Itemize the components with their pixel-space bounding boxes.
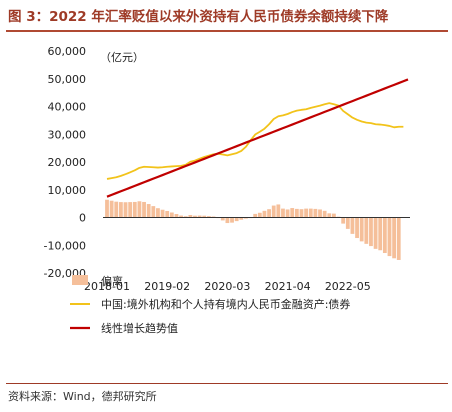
deviation-bar xyxy=(294,208,299,218)
y-tick-label: 30,000 xyxy=(48,128,87,141)
deviation-bar xyxy=(239,217,244,220)
deviation-bar xyxy=(244,217,248,219)
deviation-bar xyxy=(257,212,262,218)
deviation-bar xyxy=(299,209,304,218)
y-tick-label: 20,000 xyxy=(48,156,87,169)
y-unit-label: （亿元） xyxy=(100,51,144,64)
x-tick-label: 2019-02 xyxy=(144,280,190,293)
x-tick-label: 2021-04 xyxy=(265,280,311,293)
figure-title: 图 3：2022 年汇率贬值以来外资持有人民币债券余额持续下降 xyxy=(8,9,389,25)
x-tick-label: 2020-03 xyxy=(204,280,250,293)
deviation-bar xyxy=(359,217,364,242)
deviation-bar xyxy=(345,217,350,229)
holdings-line xyxy=(106,102,404,180)
deviation-bar xyxy=(193,215,197,218)
deviation-bar xyxy=(382,217,387,254)
deviation-bar xyxy=(350,217,355,234)
deviation-bar xyxy=(327,213,332,218)
deviation-bar xyxy=(105,199,109,218)
deviation-bar xyxy=(132,201,137,218)
deviation-bar xyxy=(322,210,327,218)
deviation-bar xyxy=(276,204,281,218)
deviation-bar xyxy=(128,202,133,218)
deviation-bar xyxy=(165,210,170,218)
deviation-bar xyxy=(378,217,383,251)
legend-label-trend: 线性增长趋势值 xyxy=(101,321,178,335)
deviation-bar xyxy=(253,213,258,218)
deviation-bar xyxy=(146,204,151,218)
chart: （亿元） 60,000 50,000 40,000 30,000 20,000 10,00… xyxy=(44,45,410,335)
deviation-bar xyxy=(332,213,336,218)
deviation-bar xyxy=(179,215,183,218)
deviation-bar xyxy=(230,217,234,223)
source-note: 资料来源：Wind，德邦研究所 xyxy=(8,390,157,403)
deviation-bar xyxy=(202,215,207,218)
deviation-bar xyxy=(123,202,128,218)
deviation-bar xyxy=(313,208,318,218)
x-tick-label: 2018-01 xyxy=(84,280,130,293)
deviation-bar xyxy=(183,216,188,218)
deviation-bar xyxy=(396,217,401,260)
deviation-bar xyxy=(392,217,397,259)
deviation-bar xyxy=(373,217,378,249)
legend-label-holdings: 中国:境外机构和个人持有境内人民币金融资产:债券 xyxy=(101,297,350,311)
title-rule xyxy=(6,30,448,32)
deviation-bar xyxy=(318,209,322,218)
deviation-bar xyxy=(271,205,276,218)
deviation-bar xyxy=(174,214,179,218)
x-tick-label: 2022-05 xyxy=(325,280,371,293)
trend-line xyxy=(106,78,409,198)
deviation-bar xyxy=(304,208,309,218)
deviation-bar xyxy=(118,202,123,218)
y-tick-label: 10,000 xyxy=(48,184,87,197)
deviation-bar xyxy=(234,217,239,222)
deviation-bar xyxy=(225,217,230,224)
deviation-bar xyxy=(369,217,373,247)
deviation-bar xyxy=(220,217,225,221)
deviation-bar xyxy=(169,212,174,218)
deviation-bar xyxy=(109,200,114,218)
deviation-bar xyxy=(114,201,119,218)
y-tick-label: 50,000 xyxy=(48,73,87,86)
deviation-bar xyxy=(281,208,285,218)
deviation-bar xyxy=(267,209,271,218)
deviation-bar xyxy=(290,208,295,218)
legend-swatch-bar xyxy=(72,275,88,285)
deviation-bar xyxy=(206,216,211,218)
source-rule xyxy=(6,383,448,384)
deviation-bar xyxy=(156,208,160,218)
deviation-bar xyxy=(262,210,267,218)
deviation-bar xyxy=(151,206,156,218)
deviation-bar xyxy=(308,208,313,218)
deviation-bar xyxy=(387,217,392,257)
deviation-bar xyxy=(364,217,369,244)
deviation-bar xyxy=(197,215,202,218)
deviation-bar xyxy=(285,209,290,218)
deviation-bar xyxy=(160,209,165,218)
y-tick-label: 40,000 xyxy=(48,101,87,114)
legend-label-bar: 偏离 xyxy=(101,274,123,288)
deviation-bar xyxy=(137,201,142,218)
deviation-bar xyxy=(142,201,146,218)
y-tick-label: -10,000 xyxy=(44,239,86,252)
deviation-bar xyxy=(188,215,193,218)
y-tick-label: 60,000 xyxy=(48,45,87,58)
deviation-bar xyxy=(341,217,346,224)
deviation-bar xyxy=(355,217,359,239)
y-tick-label: 0 xyxy=(79,212,86,225)
